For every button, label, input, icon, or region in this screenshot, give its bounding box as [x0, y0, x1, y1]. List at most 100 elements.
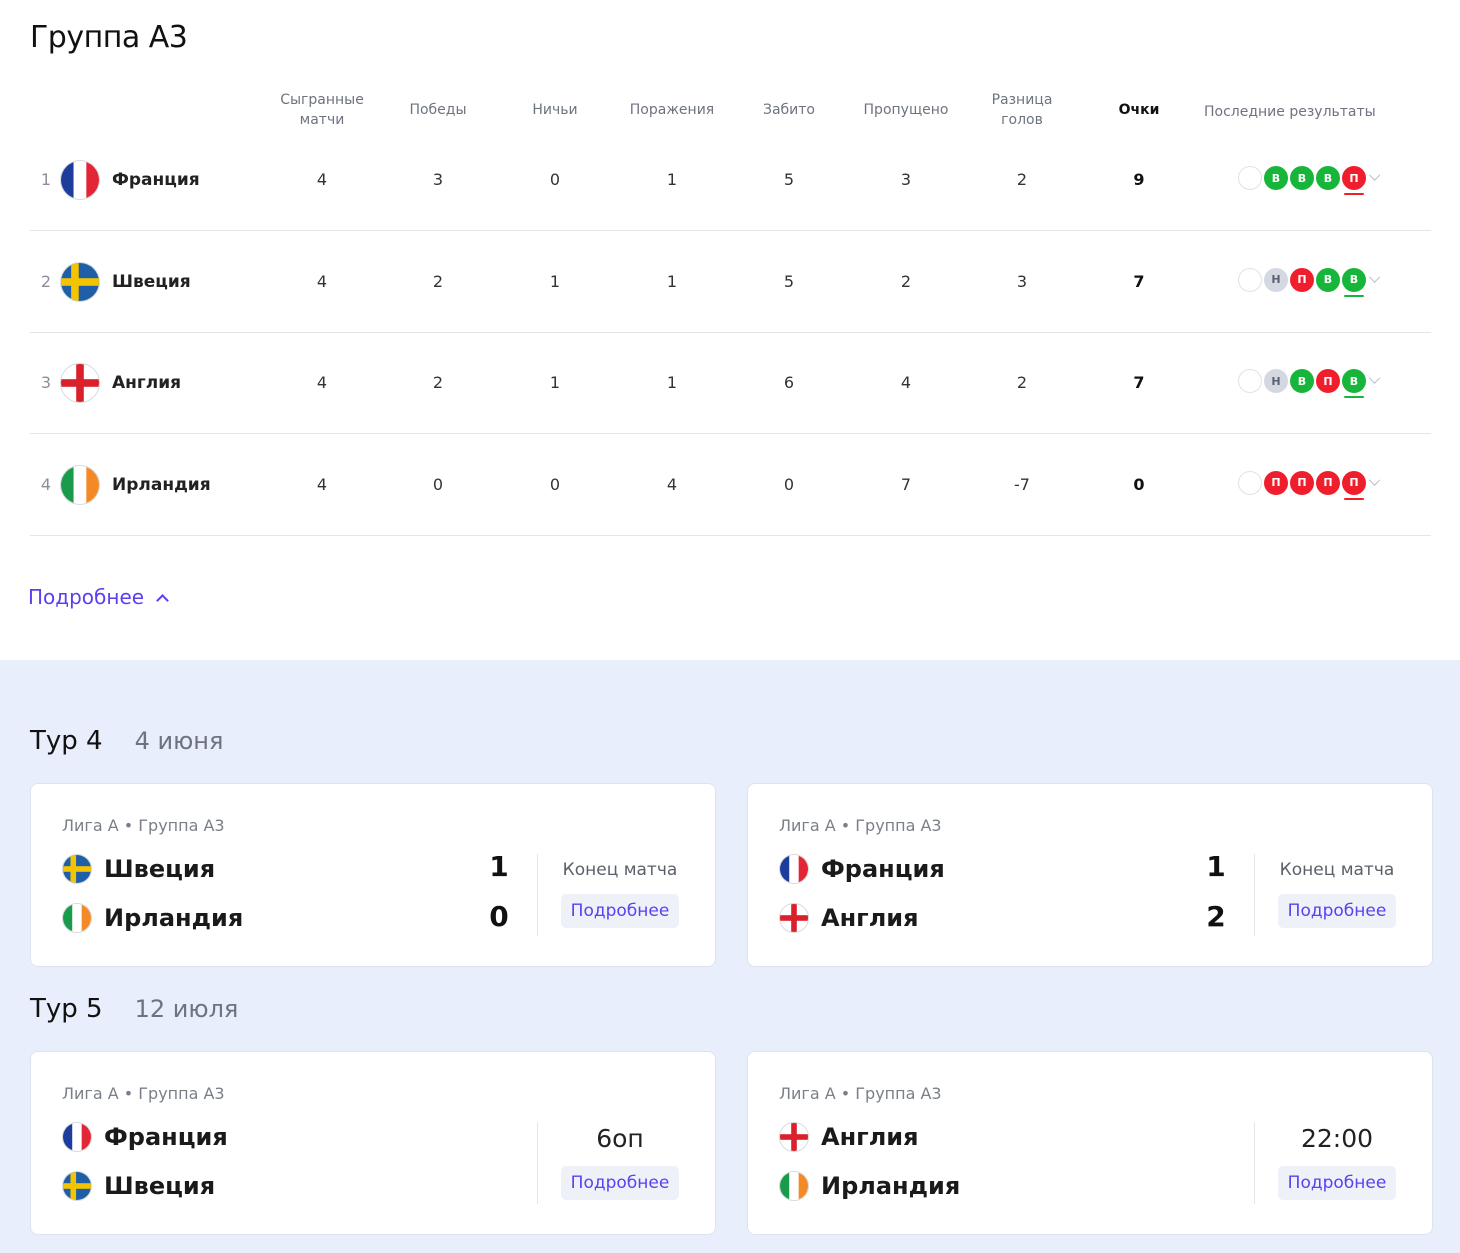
round-title: Тур 4: [30, 726, 103, 756]
match-details-button[interactable]: Подробнее: [1278, 894, 1396, 928]
match-details-button[interactable]: Подробнее: [1278, 1166, 1396, 1200]
match-details-button[interactable]: Подробнее: [561, 894, 679, 928]
ireland-flag-icon: [60, 464, 100, 505]
stat-draws: 0: [549, 170, 561, 189]
more-details-toggle[interactable]: Подробнее: [28, 585, 169, 609]
form-result-win: В: [1342, 369, 1366, 398]
stat-points: 9: [1133, 170, 1145, 189]
home-team-name: Англия: [821, 1123, 919, 1151]
match-status: 22:00: [1300, 1124, 1374, 1153]
divider: [537, 1122, 538, 1204]
match-status: 6оп: [596, 1124, 644, 1153]
ireland-flag-icon: [779, 1171, 809, 1201]
chevron-down-icon[interactable]: [1368, 169, 1381, 181]
stat-losses: 1: [666, 373, 678, 392]
col-header-form: Последние результаты: [1204, 104, 1376, 120]
match-status: Конец матча: [562, 860, 678, 880]
home-team[interactable]: Франция: [779, 852, 945, 886]
stat-losses: 4: [666, 474, 678, 494]
form-result-empty: [1238, 470, 1262, 495]
match-card[interactable]: Лига А • Группа А3 Англия Ирландия 22:00…: [747, 1051, 1433, 1235]
stat-wins: 2: [432, 271, 444, 291]
sweden-flag-icon: [62, 1171, 92, 1201]
league-label: Лига А • Группа А3: [62, 816, 225, 835]
stat-draws: 1: [549, 271, 561, 291]
divider: [1254, 854, 1255, 936]
stat-conceded: 2: [900, 271, 912, 291]
stat-draws: 0: [549, 474, 561, 494]
form-result-draw: Н: [1264, 369, 1288, 393]
col-header-scored: Забито: [762, 102, 815, 118]
league-label: Лига А • Группа А3: [779, 1084, 942, 1103]
form-result-empty: [1238, 267, 1262, 292]
team-name[interactable]: Ирландия: [112, 474, 211, 495]
match-card[interactable]: Лига А • Группа А3 Франция Швеция 6оп По…: [30, 1051, 716, 1235]
col-header-conceded: Пропущено: [863, 102, 949, 118]
position: 1: [40, 170, 52, 189]
home-team[interactable]: Швеция: [62, 852, 215, 886]
france-flag-icon: [779, 854, 809, 884]
away-team[interactable]: Англия: [779, 901, 919, 935]
away-team[interactable]: Ирландия: [62, 901, 243, 935]
standings-row[interactable]: 4 Ирландия 4 0 0 4 0 7 -7 0 П П П П: [30, 435, 1431, 536]
standings-row[interactable]: 1 Франция 4 3 0 1 5 3 2 9 В В В П: [30, 130, 1431, 231]
form-result-empty: [1238, 166, 1262, 190]
team-name[interactable]: Англия: [112, 373, 182, 393]
form-result-loss: П: [1290, 267, 1314, 292]
chevron-down-icon[interactable]: [1368, 372, 1381, 384]
away-team[interactable]: Ирландия: [779, 1169, 960, 1203]
england-flag-icon: [779, 1122, 809, 1152]
form-result-loss: П: [1290, 470, 1314, 495]
stat-diff: 2: [1016, 373, 1028, 392]
match-card[interactable]: Лига А • Группа А3 Франция Англия 1 2 Ко…: [747, 783, 1433, 967]
stat-scored: 5: [783, 271, 795, 291]
stat-diff: 3: [1016, 271, 1028, 291]
form-result-loss: П: [1342, 470, 1366, 500]
round-header: Тур 5 12 июля: [30, 994, 238, 1024]
form-result-win: В: [1316, 267, 1340, 292]
match-status: Конец матча: [1279, 860, 1395, 880]
stat-conceded: 4: [900, 373, 912, 392]
chevron-up-icon: [156, 593, 169, 607]
sweden-flag-icon: [60, 261, 100, 302]
stat-scored: 6: [783, 373, 795, 392]
match-card[interactable]: Лига А • Группа А3 Швеция Ирландия 1 0 К…: [30, 783, 716, 967]
england-flag-icon: [779, 903, 809, 933]
stat-diff: -7: [1014, 474, 1030, 494]
match-details-button[interactable]: Подробнее: [561, 1166, 679, 1200]
league-label: Лига А • Группа А3: [62, 1084, 225, 1103]
home-team-name: Франция: [104, 1123, 228, 1151]
home-score: 1: [489, 850, 509, 883]
france-flag-icon: [60, 160, 100, 200]
stat-wins: 2: [432, 373, 444, 392]
col-header-points: Очки: [1118, 102, 1160, 118]
form-result-loss: П: [1316, 369, 1340, 393]
divider: [1254, 1122, 1255, 1204]
stat-points: 7: [1133, 373, 1145, 392]
stat-wins: 0: [432, 474, 444, 494]
team-name[interactable]: Франция: [112, 170, 200, 190]
france-flag-icon: [62, 1122, 92, 1152]
sweden-flag-icon: [62, 854, 92, 884]
col-header-losses: Поражения: [629, 102, 715, 118]
standings-row[interactable]: 2 Швеция 4 2 1 1 5 2 3 7 Н П В В: [30, 232, 1431, 333]
chevron-down-icon[interactable]: [1368, 271, 1381, 283]
standings-row[interactable]: 3 Англия 4 2 1 1 6 4 2 7 Н В П В: [30, 333, 1431, 434]
stat-played: 4: [316, 271, 328, 291]
position: 4: [40, 474, 52, 494]
away-team[interactable]: Швеция: [62, 1169, 215, 1203]
standings-section: Группа А3 Сыгранные матчи Победы Ничьи По…: [28, 20, 1431, 609]
form-result-win: В: [1290, 369, 1314, 393]
home-team[interactable]: Англия: [779, 1120, 919, 1154]
home-team[interactable]: Франция: [62, 1120, 228, 1154]
round-date: 4 июня: [134, 727, 224, 755]
ireland-flag-icon: [62, 903, 92, 933]
team-name[interactable]: Швеция: [112, 271, 191, 292]
chevron-down-icon[interactable]: [1368, 474, 1381, 486]
stat-scored: 5: [783, 170, 795, 189]
stat-losses: 1: [666, 170, 678, 189]
